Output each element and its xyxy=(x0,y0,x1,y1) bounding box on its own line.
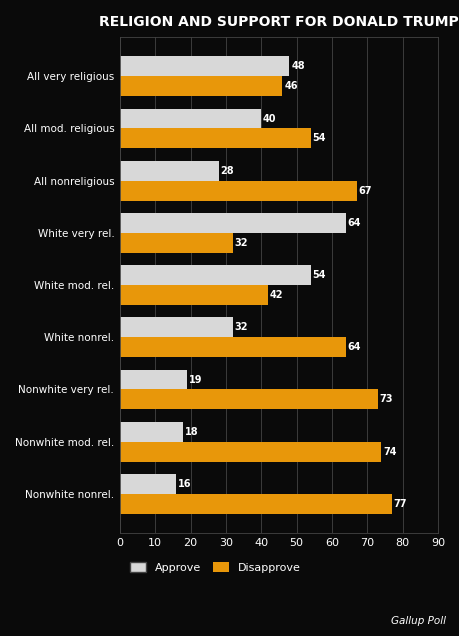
Bar xyxy=(119,285,268,305)
Bar xyxy=(119,474,176,494)
Text: 42: 42 xyxy=(269,290,283,300)
Text: 28: 28 xyxy=(220,166,234,176)
Text: 64: 64 xyxy=(347,218,360,228)
Bar xyxy=(119,233,232,252)
Bar xyxy=(119,161,218,181)
Bar xyxy=(119,422,183,442)
Bar xyxy=(119,370,186,389)
Text: 48: 48 xyxy=(291,61,304,71)
Text: 54: 54 xyxy=(312,270,325,280)
Text: 67: 67 xyxy=(358,186,371,196)
Text: 54: 54 xyxy=(312,134,325,143)
Text: 18: 18 xyxy=(185,427,198,437)
Legend: Approve, Disapprove: Approve, Disapprove xyxy=(125,557,305,577)
Title: RELIGION AND SUPPORT FOR DONALD TRUMP: RELIGION AND SUPPORT FOR DONALD TRUMP xyxy=(99,15,458,29)
Bar xyxy=(119,265,310,285)
Text: 64: 64 xyxy=(347,342,360,352)
Text: 16: 16 xyxy=(178,479,191,489)
Bar xyxy=(119,109,261,128)
Text: 46: 46 xyxy=(284,81,297,91)
Text: 32: 32 xyxy=(234,322,248,333)
Text: 19: 19 xyxy=(188,375,202,385)
Text: 77: 77 xyxy=(393,499,406,509)
Bar xyxy=(119,213,345,233)
Text: 73: 73 xyxy=(379,394,392,404)
Bar xyxy=(119,389,377,410)
Text: Gallup Poll: Gallup Poll xyxy=(390,616,445,626)
Text: 74: 74 xyxy=(382,446,396,457)
Bar xyxy=(119,317,232,337)
Bar xyxy=(119,76,282,96)
Bar xyxy=(119,494,391,514)
Bar xyxy=(119,128,310,148)
Bar xyxy=(119,337,345,357)
Bar xyxy=(119,181,356,200)
Text: 32: 32 xyxy=(234,238,248,248)
Bar xyxy=(119,442,381,462)
Bar xyxy=(119,57,289,76)
Text: 40: 40 xyxy=(263,114,276,123)
